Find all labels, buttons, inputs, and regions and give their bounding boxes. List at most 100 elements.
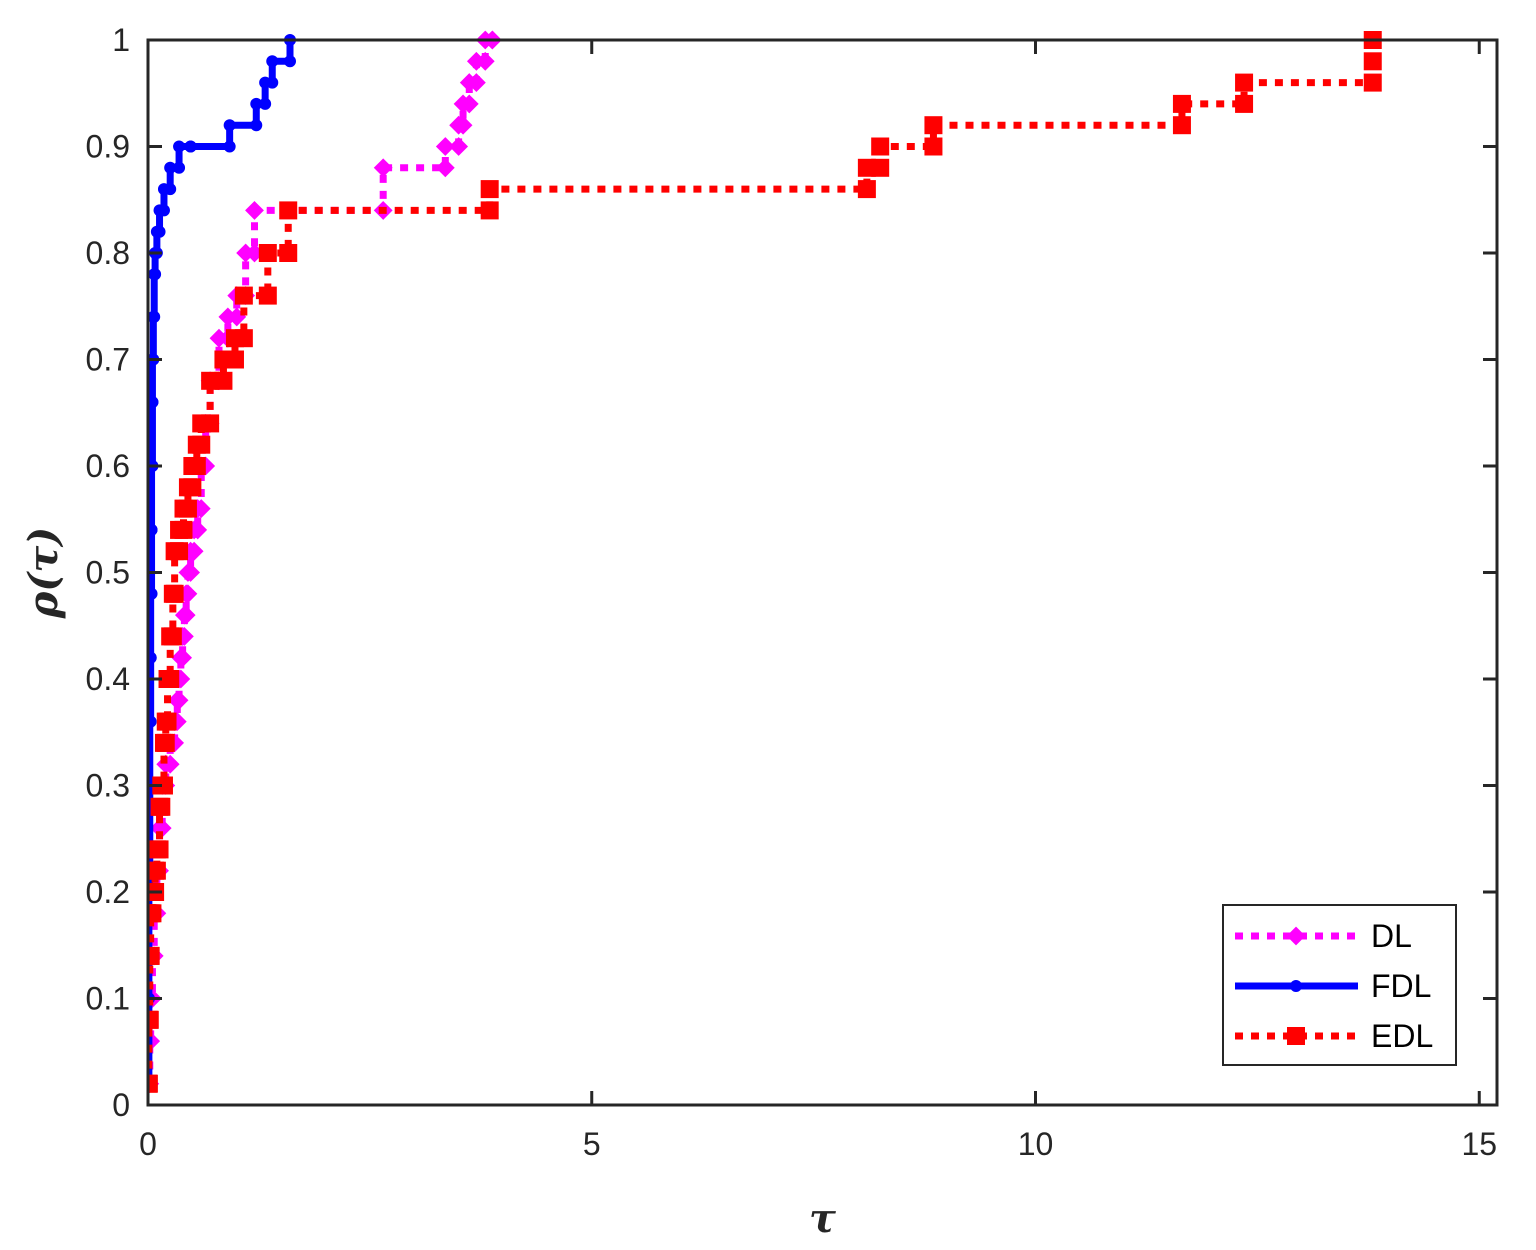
data-point-dl (449, 137, 469, 156)
data-point-edl (1172, 116, 1191, 135)
data-point-edl (192, 435, 211, 454)
data-point-edl (871, 158, 890, 177)
legend-label-fdl: FDL (1371, 968, 1431, 1004)
data-point-fdl (149, 268, 162, 281)
x-tick-label: 0 (139, 1126, 157, 1162)
data-point-fdl (223, 140, 236, 153)
x-tick-label: 10 (1018, 1126, 1054, 1162)
y-tick-label: 0.2 (86, 874, 130, 910)
y-tick-label: 0.4 (86, 661, 130, 697)
y-tick-label: 0.8 (86, 235, 130, 271)
data-point-edl (178, 499, 197, 518)
data-point-edl (1235, 73, 1254, 92)
data-point-fdl (148, 587, 158, 600)
y-axis-title: ρ(τ) (20, 527, 67, 619)
data-point-edl (214, 371, 233, 390)
data-point-fdl (250, 119, 263, 132)
legend-label-dl: DL (1371, 918, 1412, 954)
data-point-dl (453, 115, 473, 135)
data-point-edl (163, 627, 182, 646)
data-point-dl (173, 648, 193, 668)
data-point-dl (245, 200, 264, 220)
x-tick-label: 5 (583, 1126, 601, 1162)
data-point-fdl (259, 97, 272, 110)
data-point-edl (234, 286, 253, 305)
data-point-edl (234, 329, 253, 348)
data-point-fdl (223, 119, 236, 132)
data-point-fdl (157, 204, 170, 217)
data-point-edl (279, 201, 298, 220)
data-point-edl (1235, 94, 1254, 113)
data-point-edl (148, 946, 160, 965)
data-point-edl (150, 840, 169, 859)
data-point-dl (184, 541, 204, 561)
data-point-fdl (266, 76, 279, 89)
data-point-edl (170, 542, 189, 561)
data-point-edl (158, 712, 177, 731)
data-point-fdl (148, 651, 157, 664)
y-tick-label: 0.3 (86, 768, 130, 804)
data-point-dl (475, 51, 495, 71)
data-point-dl (181, 563, 201, 582)
y-tick-label: 1 (112, 22, 130, 58)
data-point-edl (258, 244, 277, 262)
data-point-edl (156, 733, 175, 752)
data-point-edl (225, 350, 244, 369)
data-point-edl (924, 137, 943, 156)
data-point-edl (480, 201, 499, 220)
data-point-edl (279, 244, 298, 262)
data-point-fdl (148, 715, 157, 728)
y-tick-label: 0.7 (86, 342, 130, 378)
y-tick-label: 0.1 (86, 981, 130, 1017)
data-point-dl (459, 94, 479, 114)
series-layer (148, 30, 1382, 1094)
data-point-fdl (173, 140, 186, 153)
data-point-edl (148, 1010, 159, 1029)
data-point-edl (165, 584, 184, 603)
data-point-fdl (148, 310, 161, 323)
y-tick-label: 0.6 (86, 448, 130, 484)
x-axis-title: τ (809, 1195, 836, 1242)
data-point-dl (435, 158, 455, 178)
legend-label-edl: EDL (1371, 1018, 1433, 1054)
legend-marker-fdl (1290, 980, 1302, 992)
data-point-edl (480, 180, 499, 199)
data-point-dl (169, 690, 189, 710)
data-point-edl (1363, 73, 1382, 92)
y-tick-label: 0 (112, 1087, 130, 1123)
data-point-fdl (173, 161, 186, 174)
data-point-edl (161, 670, 180, 688)
data-point-edl (201, 414, 220, 433)
data-point-dl (373, 158, 393, 178)
data-point-dl (435, 137, 455, 156)
series-edl (148, 52, 1382, 1093)
data-point-edl (1172, 94, 1191, 113)
data-point-edl (148, 861, 166, 880)
data-point-edl (152, 797, 171, 816)
y-tick-label: 0.9 (86, 129, 130, 165)
data-point-edl (857, 180, 876, 199)
y-tick-label: 0.5 (86, 555, 130, 591)
legend-marker-dl (1286, 926, 1306, 946)
data-point-dl (466, 73, 486, 93)
legend-marker-edl (1287, 1027, 1305, 1045)
data-point-edl (924, 116, 943, 135)
data-point-fdl (164, 183, 177, 196)
data-point-fdl (148, 396, 159, 409)
data-point-edl (174, 520, 193, 539)
data-point-edl (183, 478, 202, 497)
data-point-edl (187, 457, 206, 475)
legend: DL FDL EDL (1222, 904, 1457, 1066)
data-point-edl (871, 137, 890, 156)
data-point-fdl (266, 55, 279, 68)
data-point-edl (258, 286, 277, 305)
ticks-layer: 0 5 10 15 0 0.1 0.2 0.3 0.4 0.5 0.6 0.7 0.8 0.9 1 (86, 22, 1498, 1162)
data-point-edl (148, 904, 162, 923)
data-point-fdl (148, 523, 158, 536)
x-tick-label: 15 (1461, 1126, 1497, 1162)
data-point-dl (176, 605, 196, 625)
data-point-fdl (184, 140, 197, 153)
data-point-fdl (153, 225, 166, 238)
